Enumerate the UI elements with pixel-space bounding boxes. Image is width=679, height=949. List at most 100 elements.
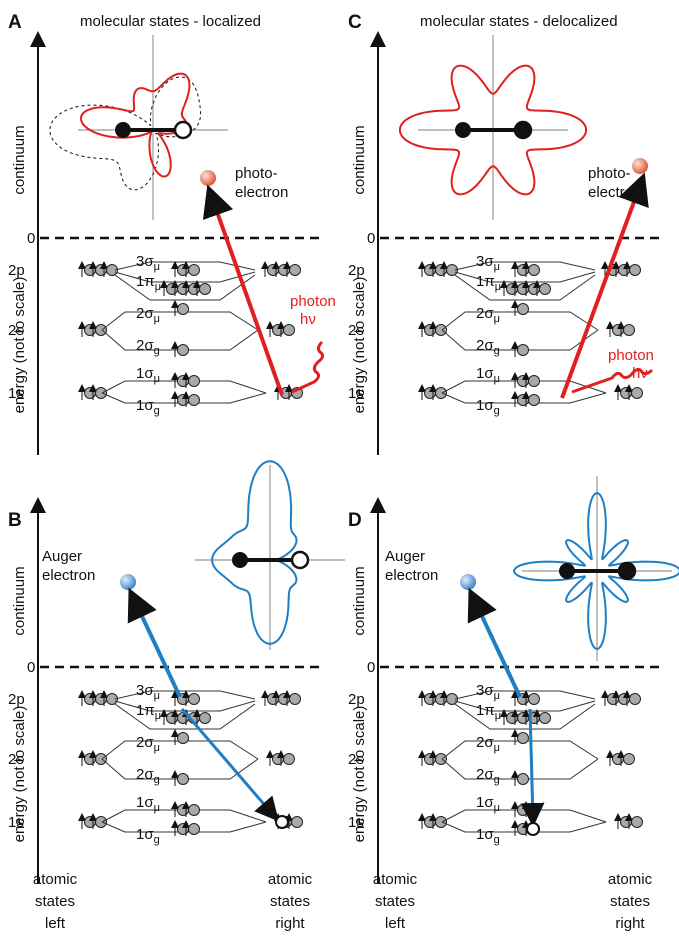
atom	[424, 693, 436, 705]
panel-title: molecular states - delocalized	[420, 13, 618, 30]
orbital-line	[441, 821, 607, 833]
atom	[517, 375, 529, 387]
atom	[528, 375, 540, 387]
atom	[517, 732, 529, 744]
orbital-line	[101, 740, 259, 760]
orbital-label: 2σμ	[136, 305, 160, 325]
atom	[424, 816, 436, 828]
atom	[199, 712, 211, 724]
atom	[620, 387, 632, 399]
orbital-label: 1σg	[476, 826, 500, 846]
orbital-label: 1σg	[136, 397, 160, 417]
atom	[517, 712, 529, 724]
orbital-name: 2σ	[476, 337, 494, 354]
footer-label: left	[385, 915, 406, 932]
footer-label: right	[275, 915, 305, 932]
orbital-name: 1π	[476, 273, 495, 290]
orbital-sub: μ	[155, 710, 161, 722]
atom-nucleus	[173, 120, 193, 140]
atom	[517, 344, 529, 356]
atom	[631, 816, 643, 828]
atom	[435, 693, 447, 705]
orbital-sub: g	[154, 405, 160, 417]
atom	[177, 303, 189, 315]
orbital-label: 3σμ	[476, 682, 500, 702]
orbital-sub: μ	[494, 261, 500, 273]
atom	[188, 804, 200, 816]
orbital-name: 3σ	[476, 253, 494, 270]
orbital-line	[441, 311, 599, 331]
atom	[517, 804, 529, 816]
photon-label: hν	[632, 365, 648, 382]
atom	[272, 753, 284, 765]
particle-label: electron	[235, 184, 288, 201]
core-hole	[526, 822, 540, 836]
orbital-label: 1σμ	[476, 365, 500, 385]
atom	[199, 283, 211, 295]
photon-wave	[291, 340, 325, 394]
atom-nucleus	[290, 550, 310, 570]
atom	[435, 264, 447, 276]
atom	[517, 773, 529, 785]
atom	[506, 712, 518, 724]
orbital-sub: μ	[494, 313, 500, 325]
lobe	[398, 64, 588, 196]
auger-arrow	[127, 587, 182, 698]
particle-label: photo-	[235, 165, 278, 182]
atom	[289, 693, 301, 705]
orbital-name: 2σ	[476, 766, 494, 783]
orbital-name: 1π	[476, 702, 495, 719]
orbital-sub: g	[154, 834, 160, 846]
zero-label: 0	[27, 659, 35, 676]
atom	[612, 324, 624, 336]
orbital-sub: μ	[495, 710, 501, 722]
orbital-name: 2σ	[136, 305, 154, 322]
atom	[435, 324, 447, 336]
axis-lower: energy (not to scale)	[11, 706, 28, 843]
level-label: 2s	[8, 322, 24, 339]
axis-upper: continuum	[11, 125, 28, 194]
orbital-sub: μ	[494, 802, 500, 814]
ionization-arrow	[202, 184, 284, 396]
orbital-sub: g	[154, 774, 160, 786]
orbital-name: 1σ	[136, 397, 154, 414]
atom	[435, 753, 447, 765]
orbital-name: 3σ	[476, 682, 494, 699]
atom	[177, 394, 189, 406]
orbital-name: 1σ	[476, 365, 494, 382]
orbital-label: 2σg	[476, 766, 500, 786]
atom	[517, 264, 529, 276]
particle-label: photo-	[588, 165, 631, 182]
orbital-label: 2σg	[136, 766, 160, 786]
atom	[620, 816, 632, 828]
footer-label: states	[375, 893, 415, 910]
orbital-name: 1σ	[476, 794, 494, 811]
atom	[435, 387, 447, 399]
atom	[517, 283, 529, 295]
orbital-name: 1σ	[476, 397, 494, 414]
level-label: 1s	[8, 385, 24, 402]
footer-label: atomic	[268, 871, 313, 888]
orbital-label: 1πμ	[476, 702, 501, 722]
axis-upper: continuum	[351, 566, 368, 635]
atom	[528, 283, 540, 295]
atom	[106, 264, 118, 276]
atom	[506, 283, 518, 295]
atom	[95, 816, 107, 828]
atom	[283, 324, 295, 336]
footer-label: states	[270, 893, 310, 910]
atom-nucleus	[232, 552, 248, 568]
atom	[188, 375, 200, 387]
atom	[177, 264, 189, 276]
orbital-label: 1σμ	[136, 365, 160, 385]
level-label: 2p	[8, 262, 25, 279]
atom	[424, 753, 436, 765]
atom	[618, 264, 630, 276]
level-label: 2p	[348, 262, 365, 279]
atom	[177, 773, 189, 785]
orbital-sub: μ	[495, 281, 501, 293]
orbital-label: 1σμ	[476, 794, 500, 814]
atom	[446, 693, 458, 705]
orbital-sub: g	[494, 405, 500, 417]
atom	[84, 324, 96, 336]
